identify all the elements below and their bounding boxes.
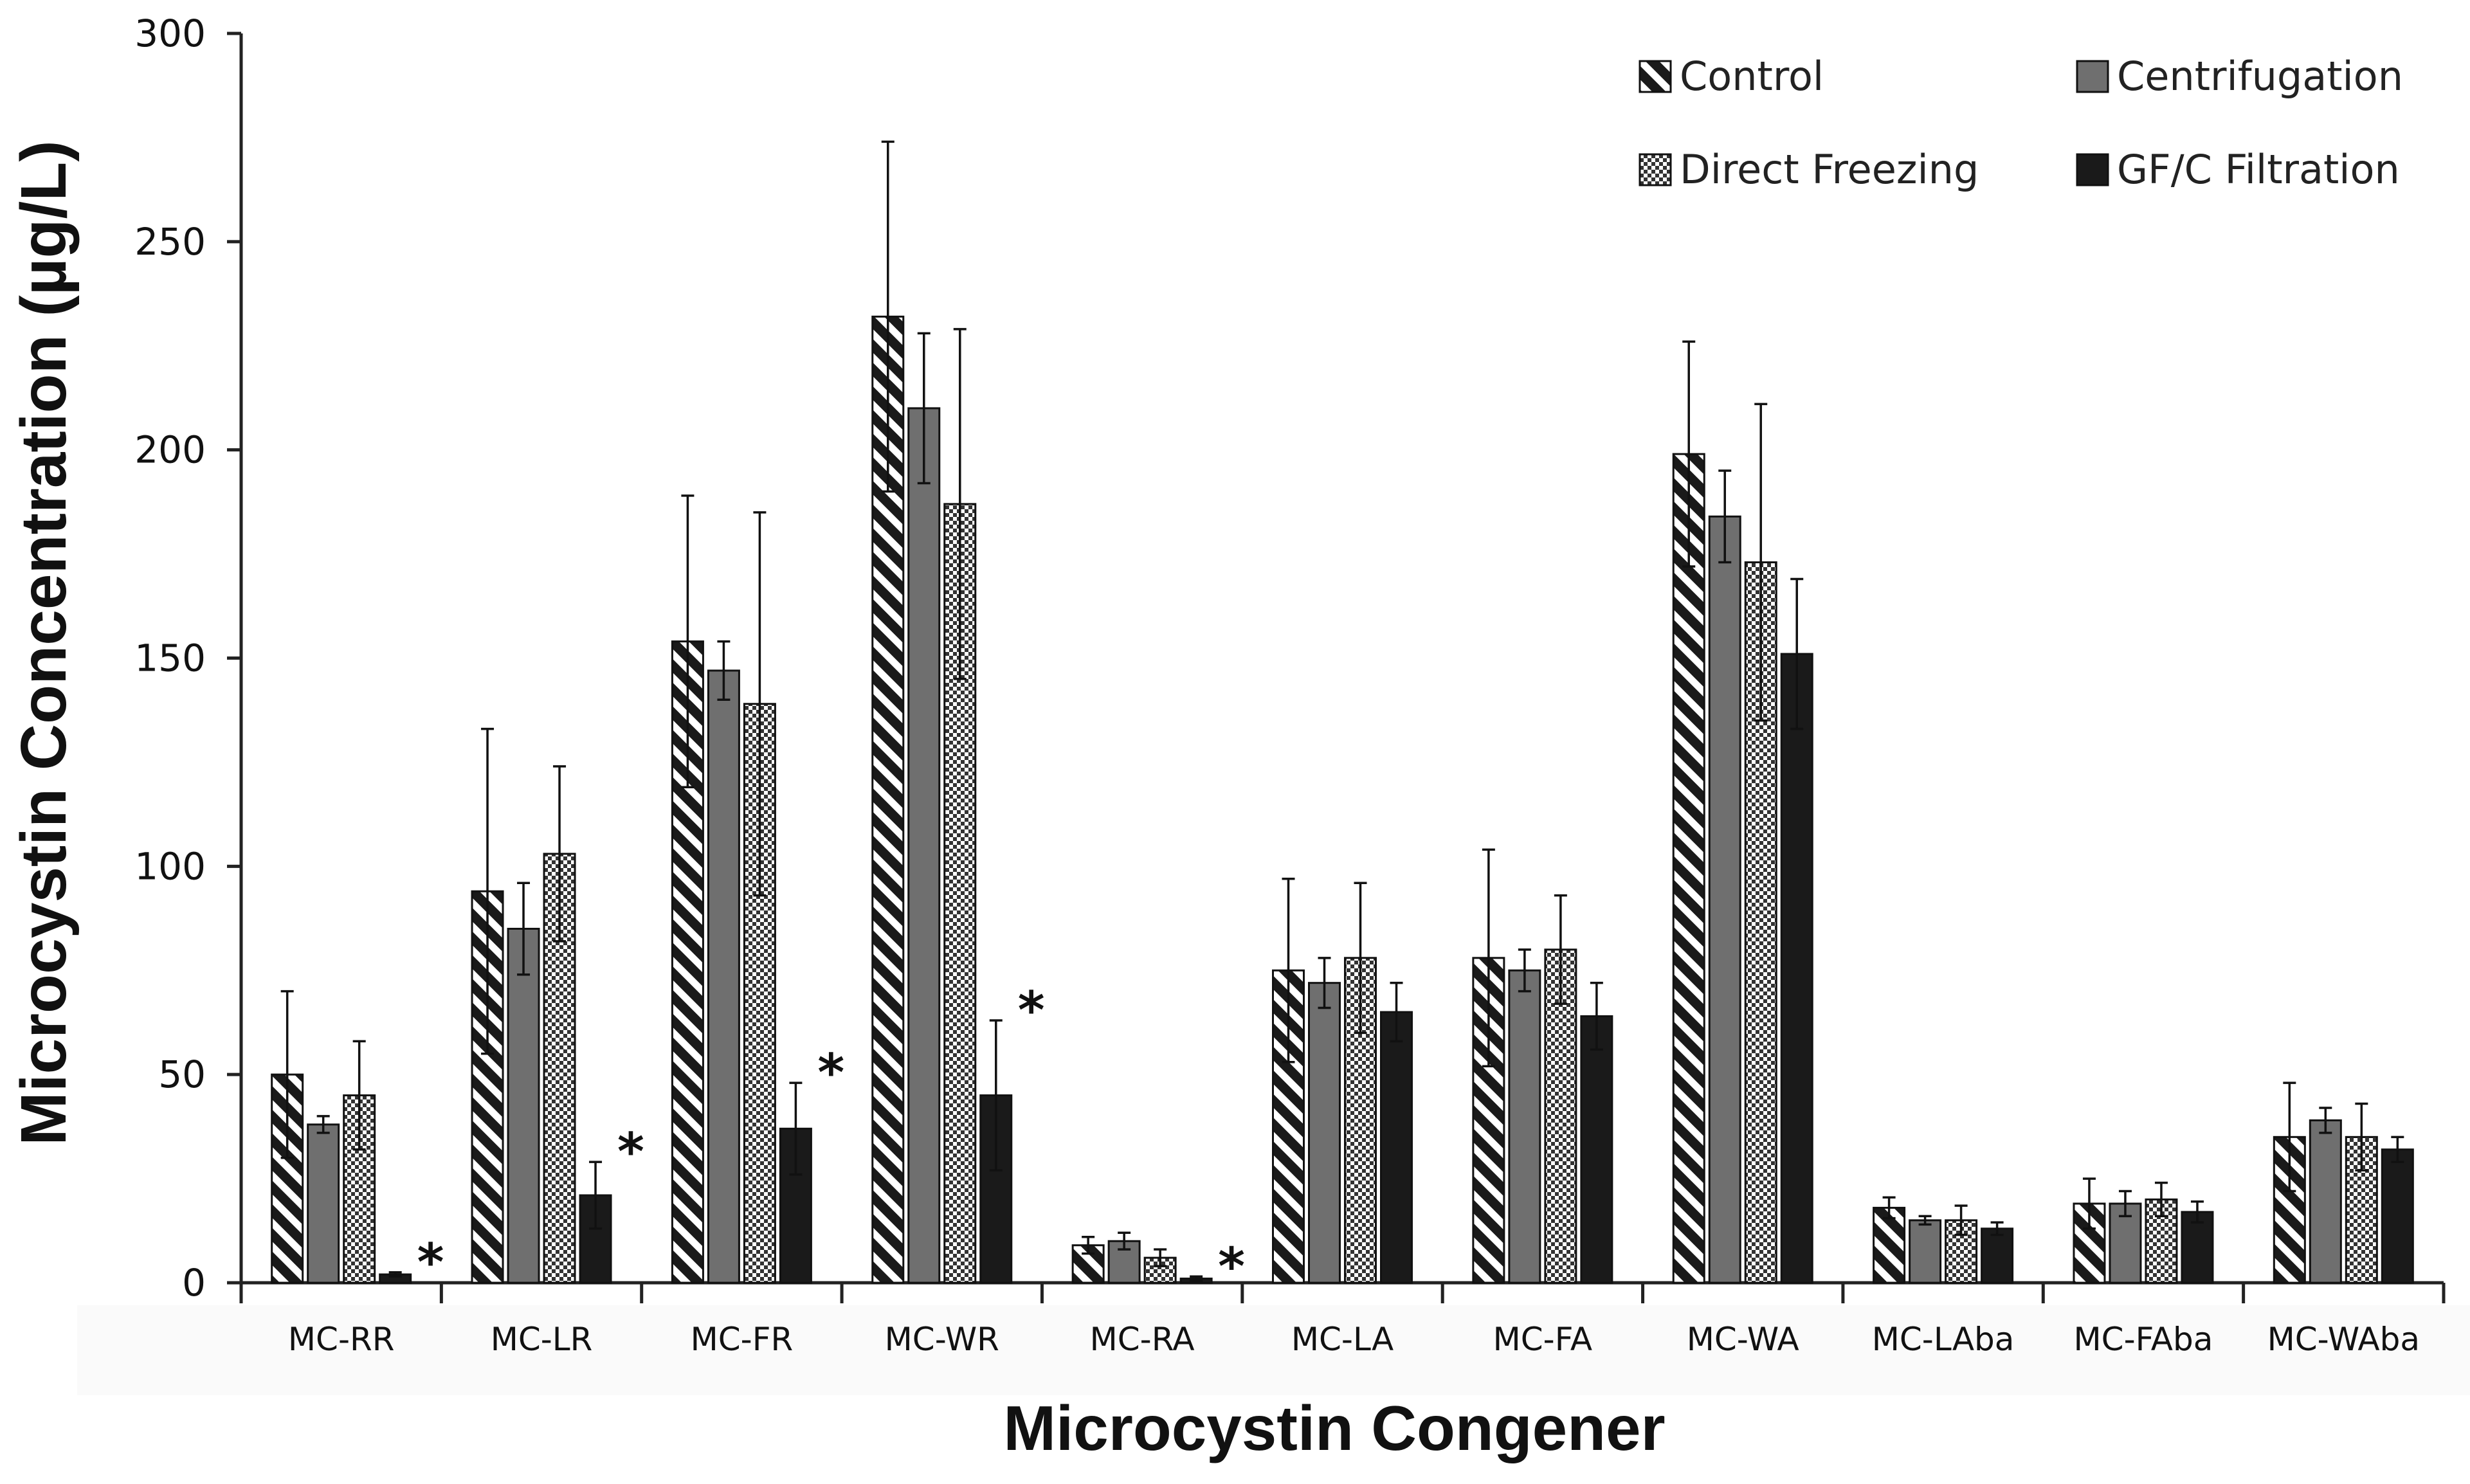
significance-marker-MC-WR: * — [1018, 981, 1045, 1040]
bar-MC-FA-GF/C Filtration — [1580, 1015, 1613, 1284]
y-tick-label-0: 0 — [182, 1261, 206, 1305]
x-tick-label-MC-FAba: MC-FAba — [2074, 1321, 2213, 1358]
bar-MC-WAba-Centrifugation — [2309, 1119, 2342, 1284]
y-tick-label-150: 150 — [134, 637, 206, 680]
x-tick-label-MC-WA: MC-WA — [1687, 1321, 1799, 1358]
x-tick-label-MC-WR: MC-WR — [885, 1321, 999, 1358]
legend-swatch-Direct Freezing — [1639, 153, 1672, 186]
y-tick-label-100: 100 — [134, 844, 206, 888]
axis-labels: 0 50 100 150 200 250 300 MC-RR MC-LR MC-FR MC-WR MC… — [134, 12, 2420, 1358]
bar-MC-LAba-Control — [1873, 1206, 1906, 1284]
legend-label-Control: Control — [1680, 53, 1824, 100]
significance-marker-MC-LR: * — [617, 1122, 644, 1182]
bar-MC-WAba-GF/C Filtration — [2381, 1148, 2414, 1284]
bar-MC-LAba-GF/C Filtration — [1981, 1227, 2014, 1284]
legend-swatch-GF/C Filtration — [2076, 153, 2109, 186]
y-tick-label-300: 300 — [134, 12, 206, 55]
x-tick-label-MC-FA: MC-FA — [1493, 1321, 1592, 1358]
legend-label-Centrifugation: Centrifugation — [2117, 53, 2403, 100]
bar-MC-LAba-Centrifugation — [1909, 1219, 1942, 1284]
bar-MC-RR-Centrifugation — [307, 1123, 340, 1284]
bar-MC-FR-Direct Freezing — [743, 703, 776, 1284]
y-tick-label-200: 200 — [134, 428, 206, 472]
x-tick-label-MC-LAba: MC-LAba — [1872, 1321, 2015, 1358]
bar-MC-LA-Centrifugation — [1308, 982, 1341, 1284]
x-tick-label-MC-WAba: MC-WAba — [2267, 1321, 2420, 1358]
legend: Control Centrifugation Direct Freezing GF/C… — [1639, 53, 2403, 193]
bar-MC-WR-Centrifugation — [907, 407, 941, 1284]
significance-marker-MC-RA: * — [1218, 1236, 1245, 1296]
legend-swatch-Control — [1639, 60, 1672, 93]
x-label-band — [77, 1305, 2470, 1395]
bar-MC-LR-Centrifugation — [507, 927, 540, 1284]
bar-MC-WA-GF/C Filtration — [1780, 653, 1813, 1284]
bar-MC-WA-Control — [1672, 453, 1705, 1284]
axes — [77, 32, 2470, 1395]
x-tick-label-MC-RR: MC-RR — [288, 1321, 395, 1358]
significance-marker-MC-RR: * — [417, 1233, 444, 1292]
bar-MC-LA-GF/C Filtration — [1380, 1011, 1413, 1284]
x-axis-title: Microcystin Congener — [1003, 1393, 1665, 1463]
legend-label-Direct Freezing: Direct Freezing — [1680, 146, 1979, 193]
legend-swatch-Centrifugation — [2076, 60, 2109, 93]
x-tick-label-MC-LA: MC-LA — [1291, 1321, 1394, 1358]
bar-group — [271, 140, 2414, 1284]
bar-MC-FAba-GF/C Filtration — [2181, 1211, 2214, 1284]
bar-MC-FA-Centrifugation — [1508, 969, 1541, 1284]
y-axis-title: Microcystin Concentration (µg/L) — [8, 140, 80, 1145]
y-tick-label-50: 50 — [158, 1053, 206, 1096]
x-tick-label-MC-FR: MC-FR — [691, 1321, 794, 1358]
x-tick-label-MC-LR: MC-LR — [491, 1321, 593, 1358]
bar-MC-FR-Centrifugation — [707, 669, 740, 1284]
bar-MC-WA-Centrifugation — [1708, 515, 1741, 1284]
bar-MC-WA-Direct Freezing — [1744, 561, 1777, 1284]
x-tick-label-MC-RA: MC-RA — [1090, 1321, 1195, 1358]
y-tick-label-250: 250 — [134, 220, 206, 264]
legend-label-GF/C Filtration: GF/C Filtration — [2117, 146, 2400, 193]
significance-marker-MC-FR: * — [817, 1043, 844, 1103]
